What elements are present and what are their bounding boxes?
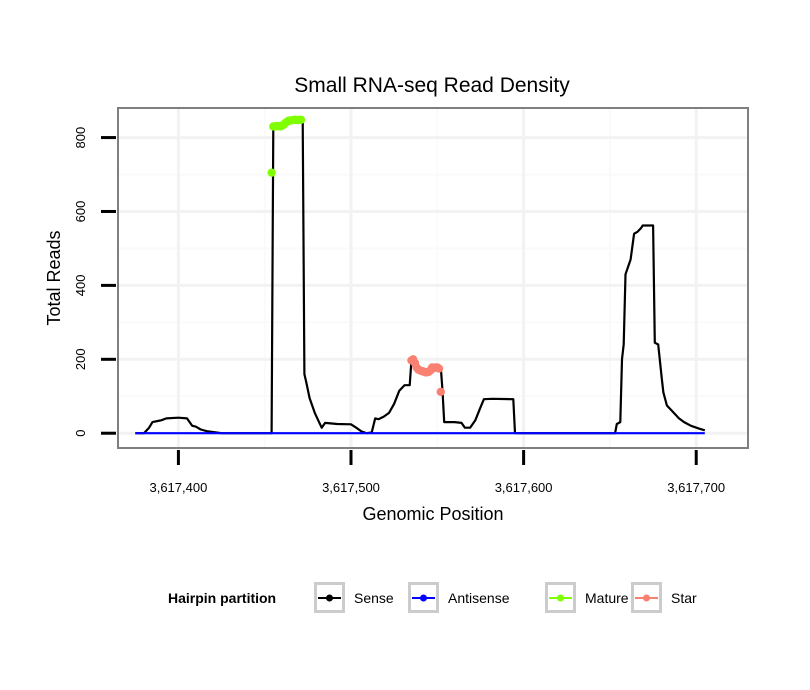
y-tick-label: 600 — [73, 201, 88, 223]
legend-item-sense: Sense — [314, 582, 394, 613]
legend-items: Sense Antisense Mature Star — [314, 582, 697, 613]
series-star — [407, 355, 445, 397]
legend-label: Antisense — [448, 590, 510, 606]
y-tick-label: 400 — [73, 275, 88, 297]
series-layer — [135, 115, 706, 435]
chart-title: Small RNA-seq Read Density — [294, 74, 570, 97]
x-axis-title: Genomic Position — [362, 504, 503, 524]
series-mature — [267, 115, 306, 177]
legend-key-point — [420, 594, 427, 602]
legend-item-antisense: Antisense — [408, 582, 510, 613]
x-tick-label: 3,617,400 — [149, 480, 207, 495]
x-axis: 3,617,400 3,617,500 3,617,600 3,617,700 — [149, 450, 725, 495]
y-tick-label: 800 — [73, 127, 88, 149]
plot-panel — [117, 107, 749, 449]
panel-background — [118, 108, 748, 448]
data-point-mature — [267, 168, 276, 177]
grid-lines — [118, 108, 748, 448]
x-tick-label: 3,617,700 — [667, 480, 725, 495]
x-tick-label: 3,617,500 — [322, 480, 380, 495]
x-tick-label: 3,617,600 — [495, 480, 553, 495]
legend-label: Sense — [354, 590, 394, 606]
legend-label: Mature — [585, 590, 629, 606]
legend-label: Star — [671, 590, 697, 606]
legend-item-mature: Mature — [545, 582, 629, 613]
legend-title: Hairpin partition — [168, 590, 276, 606]
data-point-star — [436, 387, 445, 397]
y-axis: 0 200 400 600 800 — [73, 127, 116, 437]
data-point-star — [434, 364, 444, 373]
legend-key-point — [326, 594, 333, 602]
panel-border — [117, 107, 749, 449]
y-tick-label: 200 — [73, 348, 88, 370]
legend-key-point — [557, 594, 564, 602]
data-point-mature — [296, 115, 306, 125]
legend: Hairpin partition Sense Antisense Mature St… — [168, 582, 697, 613]
y-axis-title: Total Reads — [44, 230, 64, 325]
y-tick-label: 0 — [73, 430, 88, 437]
legend-item-star: Star — [631, 582, 697, 613]
legend-key-point — [643, 594, 650, 602]
